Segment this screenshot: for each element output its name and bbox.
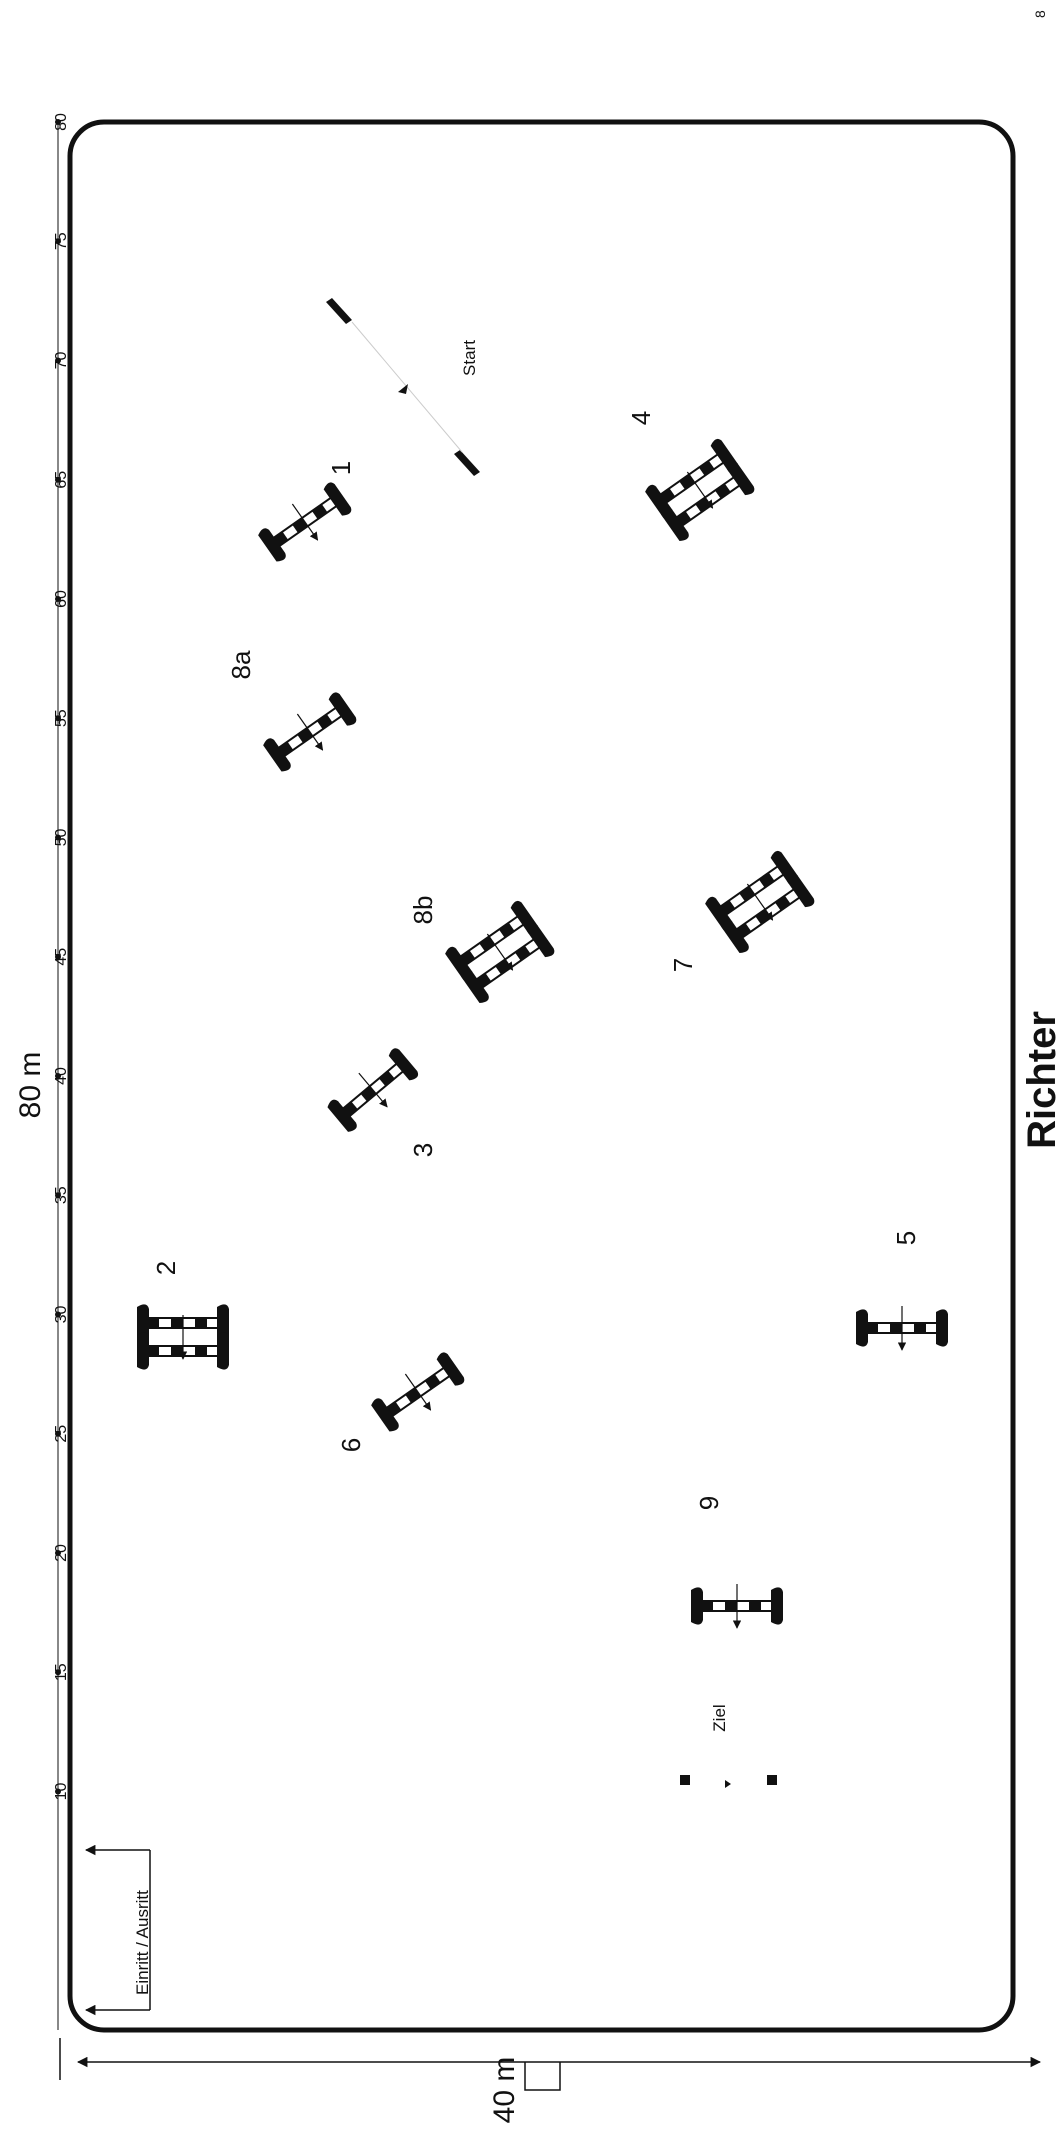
obstacle-label-4: 4 — [626, 411, 656, 425]
scale-tick-mark — [55, 119, 61, 125]
scale-tick-label: 60 — [53, 590, 70, 608]
scale-tick-label: 15 — [53, 1663, 70, 1681]
scale-tick-label: 40 — [53, 1067, 70, 1085]
corner-mark: 8 — [1032, 10, 1048, 18]
scale-tick-mark — [55, 238, 61, 245]
finish-line: Ziel — [680, 1704, 777, 1788]
scale-tick-label: 55 — [53, 709, 70, 727]
obstacle-6 — [371, 1352, 465, 1432]
obstacle-8a — [263, 692, 357, 772]
obstacle-label-1: 1 — [326, 461, 356, 475]
width-dimension-bracket — [524, 2062, 561, 2091]
scale-tick-mark — [55, 834, 61, 841]
scale-tick-mark — [55, 1073, 61, 1079]
scale-tick-mark — [55, 357, 61, 364]
obstacle-5 — [856, 1306, 948, 1351]
scale-tick-label: 25 — [53, 1425, 70, 1443]
scale-tick-mark — [55, 715, 61, 722]
scale-tick-mark — [55, 1669, 61, 1676]
obstacle-8b — [445, 900, 555, 1003]
width-label: 40 m — [488, 2057, 521, 2124]
obstacle-label-7: 7 — [668, 958, 698, 972]
scale-ruler: 10 15 20 25 30 35 40 45 50 55 60 65 70 75 80 — [53, 113, 70, 2030]
start-label: Start — [460, 340, 479, 376]
scale-tick-label: 80 — [53, 113, 70, 131]
obstacle-label-6: 6 — [336, 1438, 366, 1452]
length-label: 80 m — [14, 1052, 47, 1119]
entrance-label: Einritt / Ausritt — [133, 1890, 152, 1995]
obstacle-label-5: 5 — [891, 1231, 921, 1245]
obstacle-4 — [645, 438, 755, 541]
obstacle-label-2: 2 — [151, 1261, 181, 1275]
finish-label: Ziel — [710, 1704, 729, 1731]
scale-tick-mark — [55, 1192, 61, 1199]
scale-tick-mark — [55, 953, 61, 960]
obstacles: 1 2 3 4 5 6 7 8a 8b 9 — [137, 411, 948, 1629]
scale-tick-label: 45 — [53, 948, 70, 966]
scale-tick-mark — [55, 596, 61, 602]
obstacle-2 — [137, 1304, 229, 1370]
obstacle-label-8a: 8a — [226, 650, 256, 679]
obstacle-label-8b: 8b — [408, 896, 438, 925]
obstacle-label-3: 3 — [408, 1143, 438, 1157]
scale-tick-mark — [55, 1788, 61, 1795]
scale-tick-mark — [55, 1430, 61, 1437]
scale-tick-label: 65 — [53, 471, 70, 489]
scale-tick-mark — [55, 1550, 61, 1556]
entrance-marker: Einritt / Ausritt — [84, 1844, 152, 2016]
scale-tick-label: 10 — [53, 1783, 70, 1801]
obstacle-9 — [691, 1584, 783, 1629]
obstacle-7 — [705, 850, 815, 953]
scale-tick-mark — [55, 476, 61, 483]
arena-boundary — [67, 119, 1016, 2033]
obstacle-1 — [258, 482, 352, 562]
scale-tick-label: 30 — [53, 1306, 70, 1324]
judge-label: Richter — [1020, 1011, 1058, 1149]
obstacle-3 — [327, 1048, 419, 1132]
scale-tick-label: 70 — [53, 352, 70, 370]
scale-tick-mark — [55, 1311, 61, 1318]
scale-tick-label: 75 — [53, 232, 70, 250]
scale-tick-label: 20 — [53, 1544, 70, 1562]
obstacle-label-9: 9 — [694, 1496, 724, 1510]
start-line: Start — [326, 298, 480, 476]
scale-tick-label: 35 — [53, 1186, 70, 1204]
scale-tick-label: 50 — [53, 829, 70, 847]
